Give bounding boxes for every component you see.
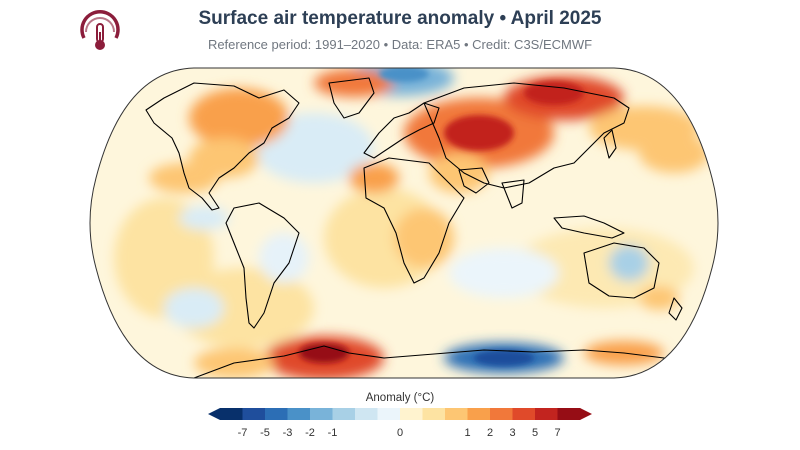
colorbar-segment [220,408,243,420]
world-anomaly-map [89,67,719,379]
colorbar-tick-label: 1 [464,427,471,439]
colorbar-segment [400,408,423,420]
map-subtitle: Reference period: 1991–2020 • Data: ERA5… [207,37,593,52]
colorbar-segment [310,408,333,420]
colorbar-segment [265,408,288,420]
colorbar-segment [445,408,468,420]
globe-outline [89,67,719,379]
colorbar-segment [377,408,401,420]
colorbar-segment [422,408,446,420]
thermometer-logo-icon [80,10,120,50]
colorbar-tick-label: -5 [260,427,270,439]
colorbar-segment [287,408,311,420]
coastlines [145,77,715,378]
colorbar-tick-label: -1 [327,427,338,439]
colorbar-arrow-low [208,408,220,420]
colorbar-tick-label: -3 [282,427,293,439]
colorbar-tick-label: 3 [509,427,516,439]
anomaly-field [90,68,718,378]
colorbar-tick-label: 2 [486,427,494,439]
colorbar-tick-labels: -7 -5 -3 -2 -1 0 1 2 3 5 7 [0,427,800,443]
legend-title: Anomaly (°C) [365,392,435,404]
colorbar-segment [490,408,513,420]
colorbar-tick-label: 5 [531,427,539,439]
colorbar-segment [557,408,581,420]
colorbar-arrow-high [580,408,592,420]
colorbar-segment [355,408,378,420]
colorbar [208,408,592,420]
colorbar-tick-label: -2 [305,427,315,439]
colorbar-tick-label: 7 [554,427,561,439]
map-title: Surface air temperature anomaly • April … [198,8,602,29]
colorbar-tick-label: 0 [396,427,404,439]
colorbar-segment [467,408,491,420]
colorbar-segment [512,408,536,420]
colorbar-segment [535,408,558,420]
colorbar-segment [242,408,266,420]
colorbar-segment [332,408,356,420]
colorbar-tick-label: -7 [237,427,248,439]
